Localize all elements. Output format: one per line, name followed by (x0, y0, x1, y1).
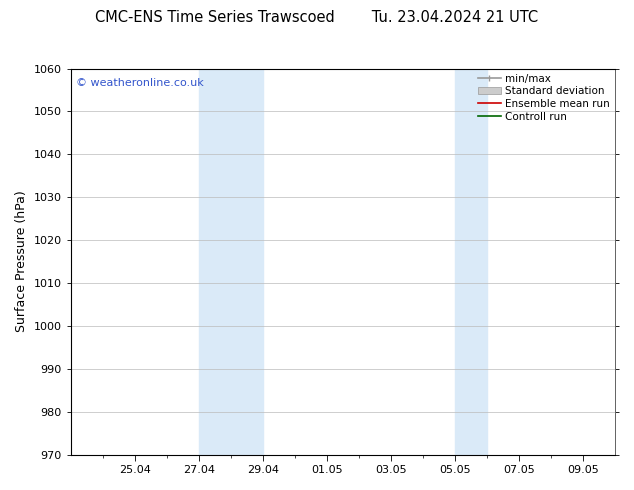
Y-axis label: Surface Pressure (hPa): Surface Pressure (hPa) (15, 191, 28, 333)
Text: CMC-ENS Time Series Trawscoed        Tu. 23.04.2024 21 UTC: CMC-ENS Time Series Trawscoed Tu. 23.04.… (96, 10, 538, 25)
Bar (198, 69, 262, 455)
Legend: min/max, Standard deviation, Ensemble mean run, Controll run: min/max, Standard deviation, Ensemble me… (476, 72, 612, 123)
Bar (455, 69, 487, 455)
Text: © weatheronline.co.uk: © weatheronline.co.uk (76, 78, 204, 88)
